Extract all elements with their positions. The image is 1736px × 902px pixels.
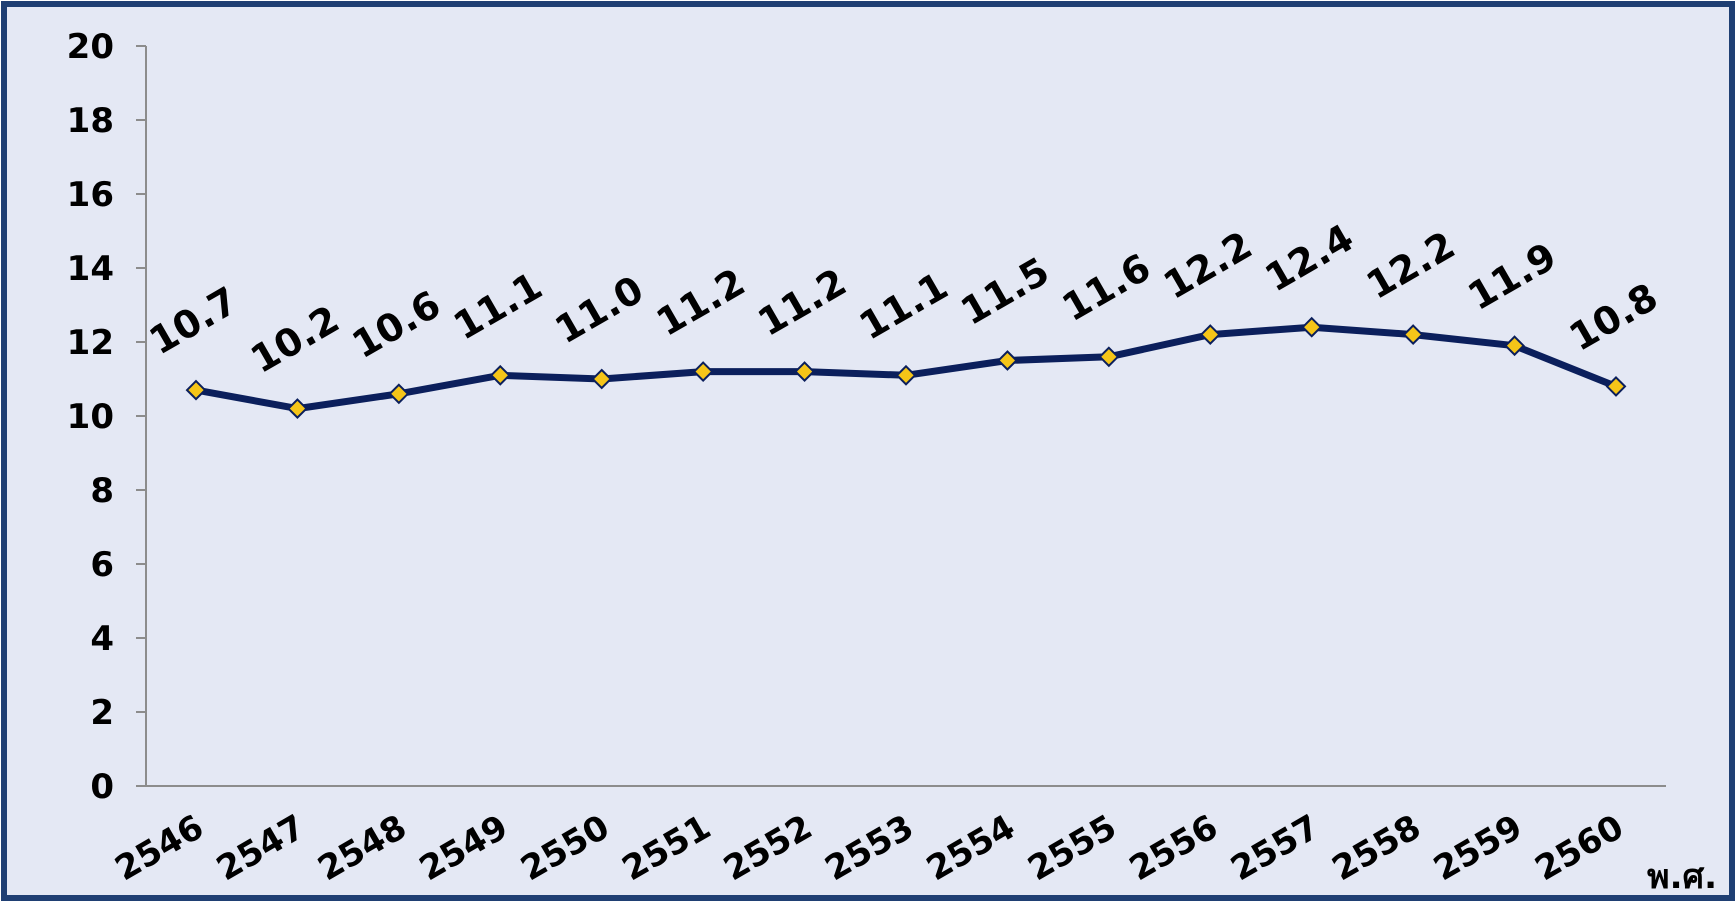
y-tick-label: 12 [67, 323, 114, 363]
data-point-marker [1402, 324, 1424, 346]
data-point-marker [1504, 335, 1525, 357]
y-tick-label: 14 [67, 249, 114, 289]
data-point-marker [591, 368, 613, 390]
y-tick-label: 20 [67, 27, 114, 67]
data-point-marker [997, 350, 1018, 371]
y-tick-label: 18 [67, 101, 114, 141]
data-point-marker [489, 364, 511, 386]
y-tick-label: 8 [90, 471, 114, 511]
data-point-marker [1301, 316, 1323, 338]
data-markers [185, 316, 1627, 420]
y-tick-label: 10 [67, 397, 114, 437]
y-tick-label: 0 [90, 767, 114, 807]
data-point-marker [1199, 324, 1221, 346]
axes [136, 45, 1666, 787]
y-tick-label: 16 [67, 175, 114, 215]
data-point-marker [388, 383, 410, 405]
y-tick-label: 2 [90, 693, 114, 733]
y-tick-label: 4 [90, 619, 114, 659]
data-point-marker [692, 361, 714, 383]
data-point-marker [895, 364, 917, 386]
y-axis-tick-labels: 0 2 4 6 8 10 12 14 16 18 20 [67, 27, 114, 807]
data-point-marker [794, 361, 815, 383]
data-point-marker [1098, 346, 1120, 368]
y-tick-label: 6 [90, 545, 114, 585]
data-point-marker [287, 398, 308, 420]
x-axis-unit-label: พ.ศ. [1647, 857, 1717, 897]
data-point-marker [1605, 375, 1627, 397]
data-point-marker [185, 379, 207, 401]
